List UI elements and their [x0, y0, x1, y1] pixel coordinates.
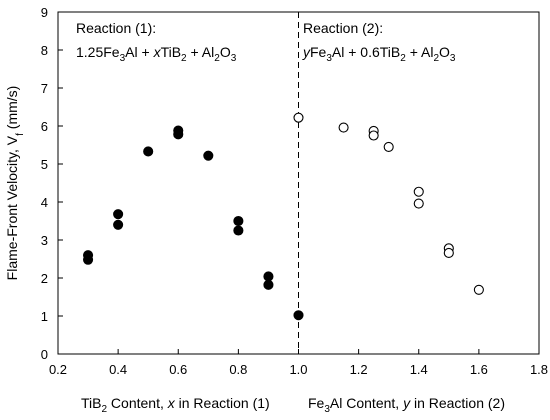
reaction1-data-point [233, 225, 244, 236]
y-tick-label: 3 [41, 233, 48, 248]
x-tick-label: 1.6 [470, 362, 488, 377]
reaction2-data-point [338, 122, 349, 133]
y-tick-label: 1 [41, 309, 48, 324]
reaction2-data-point [413, 186, 424, 197]
y-tick-label: 9 [41, 5, 48, 20]
reaction1-data-point [143, 146, 154, 157]
reaction2-data-point [413, 198, 424, 209]
x-tick-label: 1.2 [350, 362, 368, 377]
y-tick-label: 6 [41, 119, 48, 134]
y-axis-label: Flame-Front Velocity, Vf (mm/s) [4, 86, 26, 281]
y-tick-label: 5 [41, 157, 48, 172]
reaction1-data-point [233, 215, 244, 227]
annotation-left: Reaction (1): 1.25Fe3Al + xTiB2 + Al2O3 [76, 20, 236, 67]
plot-frame [57, 11, 540, 355]
x-tick-label: 0.6 [169, 362, 187, 377]
reaction2-data-point [383, 141, 394, 152]
x-tick-label: 1.8 [530, 362, 548, 377]
reaction1-data-point [293, 310, 304, 321]
y-tick-label: 0 [41, 347, 48, 362]
x-axis-label-right: Fe3Al Content, y in Reaction (2) [308, 395, 505, 415]
reaction1-data-point [203, 150, 214, 161]
y-tick-label: 8 [41, 43, 48, 58]
x-tick-label: 0.2 [49, 362, 67, 377]
annotation-right-title: Reaction (2): [303, 20, 384, 36]
annotation-right-formula: yFe3Al + 0.6TiB2 + Al2O3 [303, 44, 456, 64]
x-tick-label: 0.4 [109, 362, 127, 377]
y-tick-label: 4 [41, 195, 48, 210]
reaction1-data-point [83, 254, 94, 265]
reaction1-data-point [263, 271, 274, 282]
reaction2-data-point [473, 284, 484, 295]
annotation-left-formula: 1.25Fe3Al + xTiB2 + Al2O3 [76, 44, 237, 64]
y-tick-label: 2 [41, 271, 48, 286]
reaction1-data-point [113, 209, 124, 220]
x-tick-label: 1.4 [410, 362, 428, 377]
x-axis-label-left: TiB2 Content, x in Reaction (1) [81, 395, 270, 415]
annotation-right: Reaction (2): yFe3Al + 0.6TiB2 + Al2O3 [303, 20, 455, 67]
reaction1-data-point [263, 279, 274, 290]
annotation-left-title: Reaction (1): [76, 20, 157, 36]
reaction2-data-point [293, 112, 304, 123]
reaction2-data-point [443, 247, 454, 258]
y-tick-label: 7 [41, 81, 48, 96]
reaction2-data-point [368, 130, 379, 141]
reaction1-data-point [113, 219, 124, 230]
x-tick-label: 1.0 [289, 362, 307, 377]
x-tick-label: 0.8 [229, 362, 247, 377]
reaction1-data-point [173, 129, 184, 140]
